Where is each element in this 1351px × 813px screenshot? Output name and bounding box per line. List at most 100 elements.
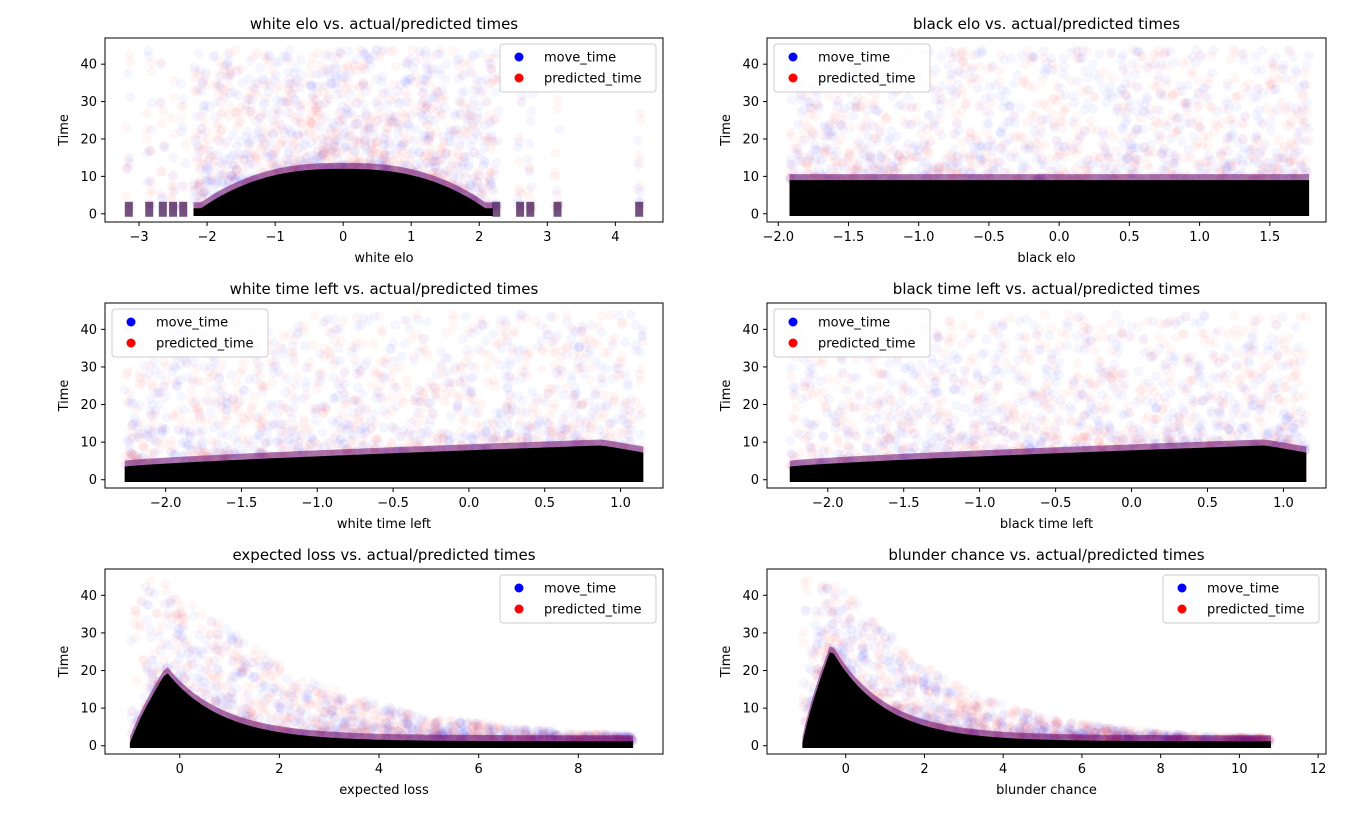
data-point — [224, 154, 234, 164]
data-point — [486, 64, 496, 74]
data-point — [495, 320, 505, 330]
x-tick-label: 0.5 — [534, 496, 555, 511]
data-point — [538, 347, 548, 357]
data-point — [596, 328, 606, 338]
data-point — [445, 131, 455, 141]
data-point — [1302, 107, 1312, 117]
data-point — [156, 118, 166, 128]
data-point — [1105, 89, 1115, 99]
data-point — [209, 423, 219, 433]
data-point — [785, 436, 795, 446]
data-point — [1134, 366, 1144, 376]
data-point — [231, 107, 241, 117]
data-point — [349, 59, 359, 69]
data-point — [193, 426, 203, 436]
data-point — [351, 338, 361, 348]
data-point — [131, 404, 141, 414]
data-point — [489, 53, 499, 63]
data-point — [304, 362, 314, 372]
data-point — [282, 97, 292, 107]
data-point — [1152, 403, 1162, 413]
data-point — [821, 132, 831, 142]
density-core — [193, 168, 493, 216]
data-point — [971, 132, 981, 142]
data-point — [430, 391, 440, 401]
x-tick-label: 0.0 — [459, 496, 480, 511]
data-point — [405, 133, 415, 143]
data-point — [1137, 51, 1147, 61]
scatter-points — [120, 316, 644, 482]
x-tick-label: 2 — [475, 230, 483, 245]
data-point — [824, 92, 834, 102]
data-point — [476, 399, 486, 409]
data-point — [424, 78, 434, 88]
data-point — [204, 175, 214, 185]
data-point — [149, 357, 159, 367]
data-point — [1230, 93, 1240, 103]
data-point — [786, 132, 796, 142]
data-point — [326, 78, 336, 88]
data-point — [1195, 124, 1205, 134]
data-point — [309, 340, 319, 350]
data-point — [410, 78, 420, 88]
data-point — [922, 147, 932, 157]
data-point — [296, 106, 306, 116]
x-tick-label: −1.0 — [903, 230, 935, 245]
data-point — [997, 368, 1007, 378]
x-tick-label: 1.0 — [610, 496, 631, 511]
data-point — [176, 113, 186, 123]
data-point — [1216, 149, 1226, 159]
data-point — [601, 402, 611, 412]
data-point — [631, 345, 641, 355]
data-point — [244, 160, 254, 170]
data-point — [515, 421, 525, 431]
data-point — [146, 66, 156, 76]
data-point — [198, 100, 208, 110]
data-point — [371, 97, 381, 107]
data-point — [1287, 157, 1297, 167]
data-point — [176, 79, 186, 89]
data-point — [354, 369, 364, 379]
data-point — [1293, 108, 1303, 118]
data-point — [308, 403, 318, 413]
data-point — [120, 451, 130, 461]
data-point — [166, 181, 176, 191]
data-point — [474, 345, 484, 355]
data-point — [227, 395, 237, 405]
data-point — [279, 331, 289, 341]
data-point — [1244, 78, 1254, 88]
data-point — [1157, 149, 1167, 159]
data-point — [623, 381, 633, 391]
data-point — [276, 426, 286, 436]
data-point — [969, 150, 979, 160]
data-point — [1057, 124, 1067, 134]
data-point — [506, 372, 516, 382]
data-point — [440, 353, 450, 363]
data-point — [400, 76, 410, 86]
data-point — [1020, 60, 1030, 70]
data-point — [426, 65, 436, 75]
data-point — [1052, 135, 1062, 145]
y-tick-label: 10 — [80, 436, 97, 451]
data-point — [600, 428, 610, 438]
data-point — [1203, 142, 1213, 152]
data-point — [552, 104, 562, 114]
data-point — [586, 425, 596, 435]
data-point — [1162, 61, 1172, 71]
data-point — [146, 58, 156, 68]
data-point — [633, 184, 643, 194]
data-point — [1141, 147, 1151, 157]
data-point — [139, 442, 149, 452]
data-point — [553, 95, 563, 105]
data-point — [299, 414, 309, 424]
data-point — [460, 357, 470, 367]
data-point — [535, 418, 545, 428]
data-point — [402, 316, 412, 326]
data-point — [477, 114, 487, 124]
data-point — [819, 147, 829, 157]
data-point — [222, 60, 232, 70]
data-point — [407, 45, 417, 55]
data-point — [278, 370, 288, 380]
data-point — [477, 77, 487, 87]
data-point — [151, 365, 161, 375]
